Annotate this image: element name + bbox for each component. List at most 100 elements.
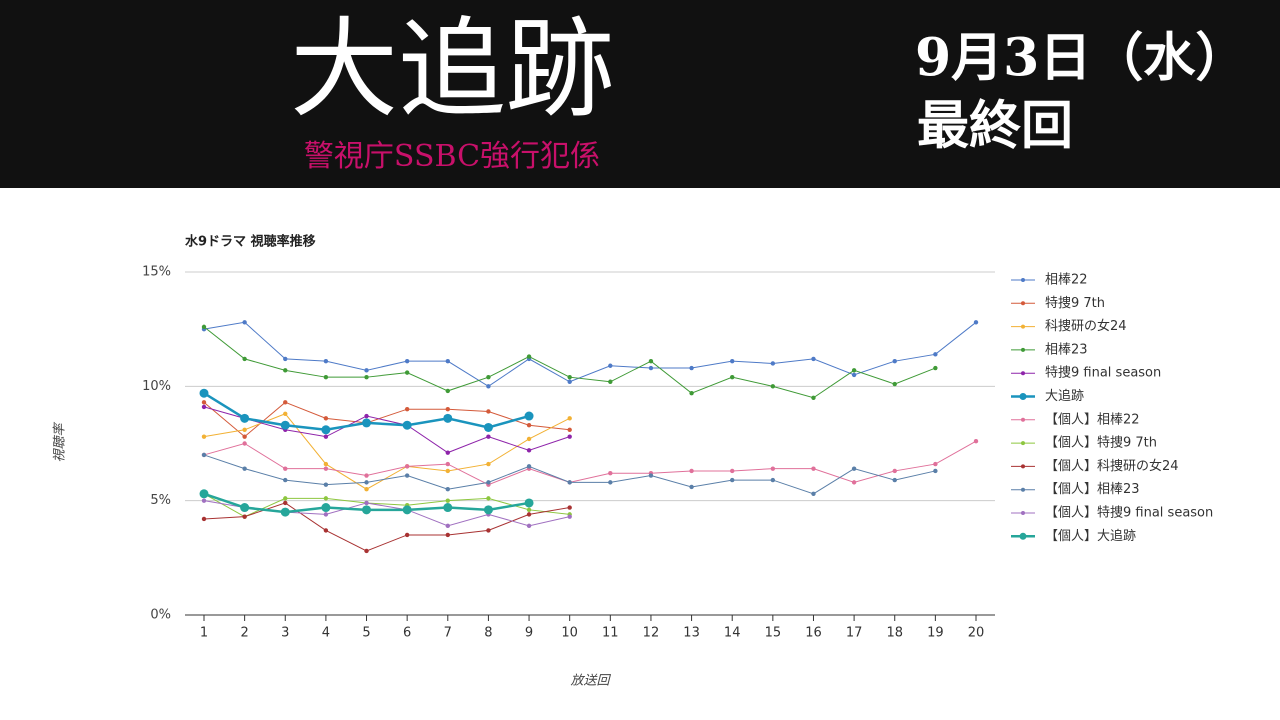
data-point	[283, 496, 288, 501]
data-point	[770, 466, 776, 471]
legend-label: 大追跡	[1045, 388, 1084, 404]
data-point	[933, 468, 938, 474]
data-point	[892, 381, 897, 387]
data-point	[323, 512, 329, 517]
data-point	[689, 390, 694, 396]
show-subtitle: 警視庁SSBC強行犯係	[304, 139, 600, 174]
x-tick-label: 6	[403, 626, 411, 641]
legend-dot	[1021, 371, 1025, 376]
data-point	[364, 480, 369, 485]
data-point	[201, 324, 207, 330]
legend-dot	[1021, 441, 1025, 446]
data-point	[404, 358, 410, 364]
data-point	[648, 365, 654, 371]
data-point	[402, 420, 412, 430]
data-point	[364, 487, 369, 492]
data-point	[321, 503, 331, 513]
legend-label: 【個人】特捜9 7th	[1045, 436, 1157, 451]
legend-dot	[1019, 393, 1027, 400]
data-point	[689, 365, 694, 371]
data-point	[404, 532, 410, 538]
data-point	[567, 505, 572, 510]
data-point	[973, 439, 979, 444]
legend-label: 【個人】相棒23	[1045, 482, 1140, 497]
data-point	[445, 468, 450, 474]
x-tick-label: 7	[444, 626, 452, 641]
data-point	[445, 487, 450, 492]
x-axis-label: 放送回	[570, 674, 611, 689]
x-tick-label: 5	[362, 626, 370, 641]
chart-title: 水9ドラマ 視聴率推移	[185, 234, 316, 250]
data-point	[486, 374, 491, 380]
data-point	[526, 464, 532, 469]
x-tick-label: 14	[724, 626, 741, 641]
data-point	[323, 466, 329, 471]
data-point	[242, 434, 247, 439]
data-point	[526, 448, 532, 453]
data-point	[201, 404, 207, 410]
data-point	[608, 471, 613, 476]
data-point	[445, 450, 450, 455]
data-point	[689, 484, 694, 490]
data-point	[445, 358, 450, 364]
legend-dot	[1021, 417, 1025, 422]
data-point	[851, 480, 857, 485]
data-point	[280, 420, 290, 430]
data-point	[323, 358, 329, 364]
x-tick-label: 19	[927, 626, 944, 641]
data-point	[242, 466, 247, 471]
data-point	[526, 436, 532, 442]
x-tick-label: 11	[602, 626, 619, 641]
data-point	[323, 496, 329, 501]
data-point	[201, 498, 207, 503]
data-point	[524, 498, 534, 508]
data-point	[280, 507, 290, 517]
data-point	[404, 370, 410, 375]
data-point	[486, 434, 491, 439]
series-line	[203, 326, 936, 399]
data-point	[364, 500, 369, 506]
data-point	[811, 491, 816, 497]
x-tick-label: 16	[805, 626, 822, 641]
data-point	[851, 466, 857, 471]
legend-dot	[1021, 278, 1025, 282]
x-tick-label: 2	[240, 626, 248, 641]
data-point	[404, 473, 410, 478]
data-point	[689, 468, 694, 474]
series-line	[203, 493, 570, 518]
data-point	[608, 480, 613, 485]
data-point	[201, 400, 207, 405]
data-point	[730, 477, 735, 483]
data-point	[364, 473, 369, 478]
legend-label: 【個人】特捜9 final season	[1045, 506, 1213, 521]
data-point	[445, 498, 450, 503]
legend-dot	[1021, 324, 1025, 329]
legend-dot	[1021, 464, 1025, 469]
series-line	[203, 440, 977, 486]
data-point	[567, 514, 572, 519]
series-line	[203, 401, 570, 438]
data-point	[933, 365, 938, 371]
legend-label: 科捜研の女24	[1045, 318, 1127, 334]
data-point	[240, 503, 250, 513]
data-point	[567, 374, 572, 380]
series-line	[203, 406, 570, 454]
legend-dot	[1021, 487, 1025, 492]
series-line	[203, 454, 936, 495]
data-point	[811, 466, 816, 471]
data-point	[770, 384, 776, 389]
data-point	[283, 411, 288, 416]
data-point	[486, 528, 491, 533]
legend-dot	[1021, 511, 1025, 515]
data-point	[323, 482, 329, 487]
data-point	[567, 427, 572, 432]
x-tick-label: 3	[281, 626, 289, 641]
data-point	[364, 413, 369, 419]
data-point	[486, 461, 491, 467]
data-point	[323, 416, 329, 421]
data-point	[851, 372, 857, 378]
x-tick-label: 1	[200, 626, 208, 641]
header-band	[0, 0, 1280, 188]
data-point	[199, 489, 209, 499]
data-point	[445, 532, 450, 538]
